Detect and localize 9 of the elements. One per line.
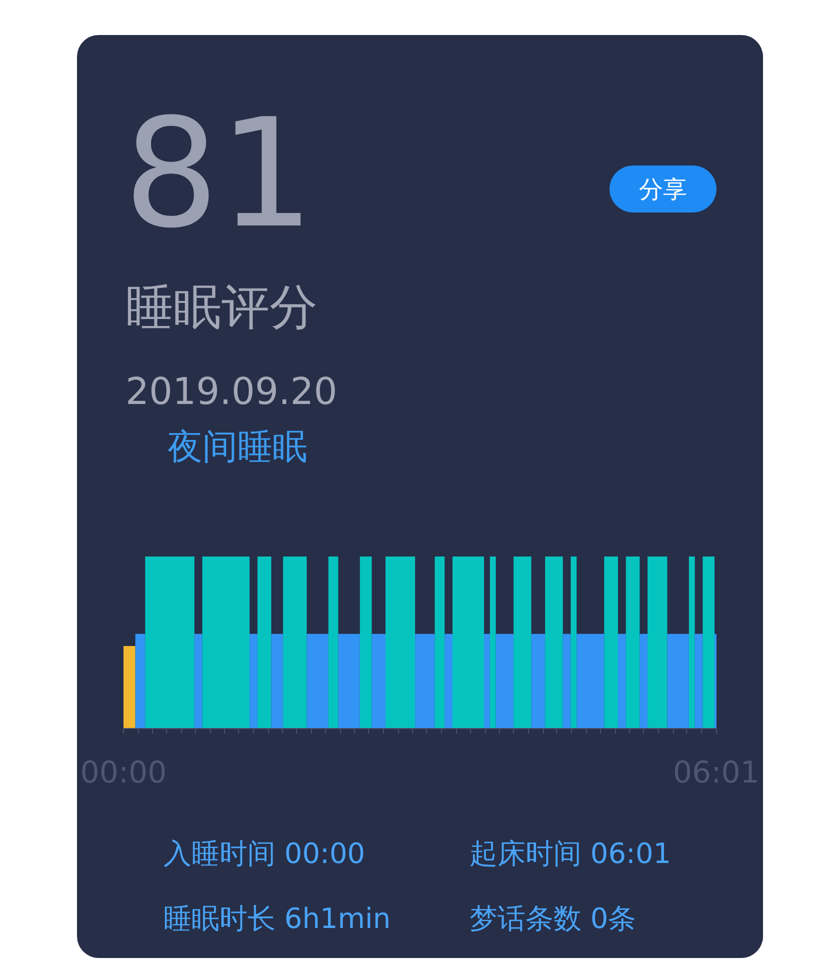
text: 入睡时间 00:00 xyxy=(164,837,366,870)
text: 2019.09.20 xyxy=(126,370,338,413)
text: 梦话条数 0条 xyxy=(470,902,636,935)
text: 分享 xyxy=(639,176,687,204)
text: 睡眠时长 6h1min xyxy=(164,902,391,935)
text: 睡眠评分 xyxy=(126,280,318,336)
text: 81 xyxy=(124,88,314,262)
text: 夜间睡眠 xyxy=(168,428,308,468)
text: 起床时间 06:01 xyxy=(470,837,672,870)
